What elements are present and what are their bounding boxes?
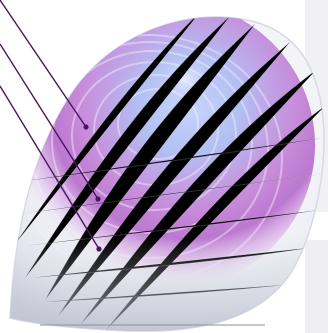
pointer-lines — [0, 0, 100, 250]
pointer-line-outer-zone — [0, 85, 100, 250]
pointer-dot-middle-zone — [95, 196, 101, 202]
pointer-line-center-zone — [0, 0, 87, 128]
pointer-dots — [83, 124, 102, 252]
pointer-dot-center-zone — [83, 124, 89, 130]
lens-rim-shadow — [10, 16, 324, 332]
pointer-dot-outer-zone — [96, 246, 102, 252]
side-panel-bottom — [305, 240, 328, 333]
pointer-line-middle-zone — [0, 43, 99, 200]
